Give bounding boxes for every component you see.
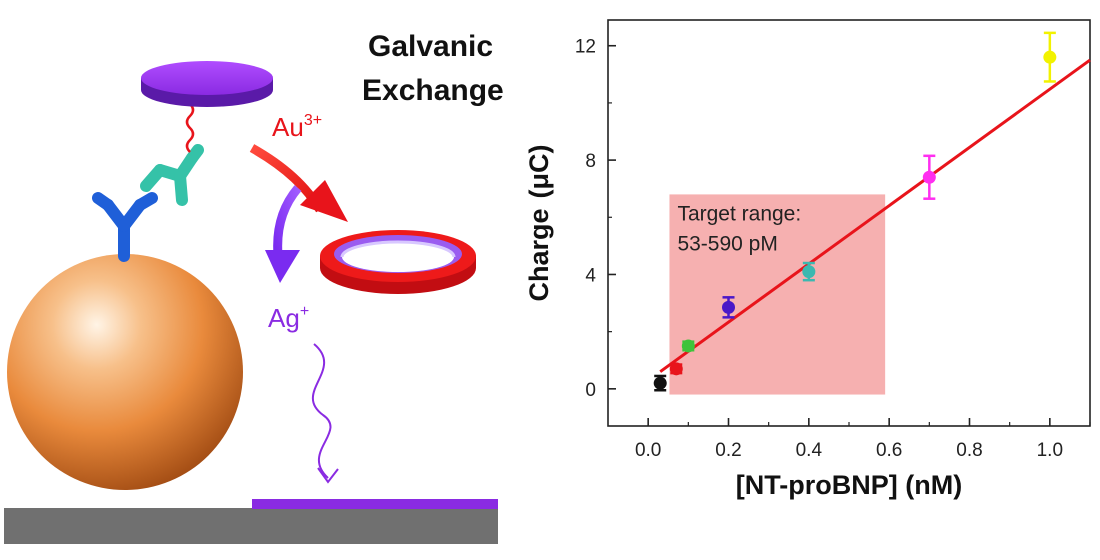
target-range-shaded-region <box>669 194 886 395</box>
substrate-slab <box>4 508 498 544</box>
gold-ring-hollow-structure <box>320 230 476 294</box>
detection-antibody-icon <box>140 144 204 206</box>
x-tick-label: 0.0 <box>635 440 661 461</box>
data-point <box>922 170 936 184</box>
capture-antibody-icon <box>92 192 158 262</box>
calibration-chart: 0.0 0.2 0.4 0.6 0.8 1.0 0 4 8 12 Target range: 53… <box>524 19 1091 500</box>
silver-deposit-layer <box>252 499 498 509</box>
data-point <box>722 300 735 314</box>
ag-ion-label: Ag+ <box>268 303 309 333</box>
target-range-annotation-line1: Target range: <box>677 202 801 225</box>
y-tick-label: 12 <box>575 37 596 58</box>
scheme-title-line2: Exchange <box>362 74 504 107</box>
x-tick-label: 1.0 <box>1037 440 1063 461</box>
data-point <box>681 339 695 353</box>
purple-arrow-icon <box>265 185 302 283</box>
y-tick-label: 8 <box>585 151 596 172</box>
gold-nanoparticle-sphere <box>7 254 243 490</box>
x-tick-label: 0.6 <box>876 440 902 461</box>
silver-nanoplate-disc <box>141 61 273 107</box>
data-point <box>1043 50 1057 64</box>
x-tick-label: 0.4 <box>796 440 823 461</box>
linker-strand <box>185 103 195 153</box>
x-tick-label: 0.8 <box>956 440 982 461</box>
y-axis-label: Charge(μC) <box>524 144 554 301</box>
y-tick-label: 0 <box>585 380 596 401</box>
data-point <box>653 376 667 390</box>
linear-fit-line <box>659 58 1091 373</box>
scheme-title-line1: Galvanic <box>368 30 493 63</box>
au-ion-label: Au3+ <box>272 112 322 142</box>
data-point <box>802 265 816 279</box>
data-point <box>669 362 683 376</box>
red-arrow-icon <box>249 144 348 222</box>
wavy-arrow-icon <box>311 343 339 484</box>
x-axis-label: [NT-proBNP] (nM) <box>736 470 962 500</box>
y-tick-label: 4 <box>585 265 596 286</box>
galvanic-exchange-scheme: Galvanic Exchange Au3+ Ag+ <box>4 30 504 544</box>
x-tick-label: 0.2 <box>715 440 741 461</box>
target-range-annotation-line2: 53-590 pM <box>677 232 777 255</box>
